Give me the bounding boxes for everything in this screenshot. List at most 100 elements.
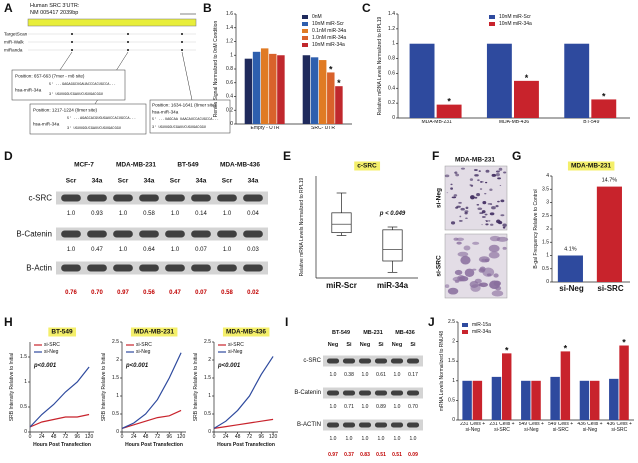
cell [495,170,500,173]
box [331,212,352,234]
significance-mark: * [602,91,606,101]
chart-title: MDA-MB-436 [226,329,266,336]
cell [465,217,468,220]
cell [451,196,457,199]
y-tick-label: 4 [546,173,549,179]
lane-label: Scr [66,178,77,185]
x-tick-label-box: 549 Cells + si-SRC [548,422,574,433]
cell [496,200,500,203]
quantification: 0.70 [408,404,418,410]
blot-strip [323,387,423,399]
y-tick-label: 0.5 [204,411,211,417]
legend-label: miR-34a [472,329,491,335]
cell [481,224,483,226]
y-tick-label: 2 [208,357,211,363]
lane-label: 34a [92,178,103,185]
x-tick-label-box: SRC- UTR [311,126,335,131]
y-tick-label: 0.4 [226,94,233,100]
bar [318,60,327,124]
blot-band [243,230,263,238]
x-axis-label: Hours Post Transfection [217,442,275,448]
site-mirna: hsa-miR-34a [15,88,42,93]
cell [457,275,466,282]
quantification: 1.0 [394,372,401,378]
y-tick-label: 0 [392,115,395,121]
cell [499,184,502,186]
blot-band [342,358,356,364]
blot-band [390,358,404,364]
ratio: 0.09 [408,452,418,458]
blot-band [217,194,237,202]
row-label: B-Actin [26,264,52,273]
blot-band [243,194,263,202]
cell [480,180,483,183]
y-tick-label: 2 [116,357,119,363]
y-tick-label: 1.2 [226,39,233,45]
quantification: 1.0 [330,436,337,442]
cell [502,226,506,229]
y-tick-label: 2.5 [204,339,211,345]
lane-label: Scr [222,178,233,185]
line-series [121,409,182,429]
panel-letter: C [362,1,371,15]
cell [476,192,481,197]
bar [521,380,531,420]
bar [591,99,617,118]
panel-letter: B [203,1,212,15]
ratio: 0.56 [143,290,155,296]
micrograph-label: si-SRC [436,255,443,277]
ratio: 0.76 [65,290,77,296]
legend-label: 10nM miR-Scr [499,14,531,20]
cell [450,183,453,186]
bar [302,55,311,124]
cell [447,287,459,295]
cell [482,201,487,205]
blot-strip [323,355,423,367]
cell [498,167,503,171]
legend-swatch [302,36,308,40]
cell [459,215,462,218]
blot-strip [323,419,423,431]
bar [557,255,583,282]
x-tick-label-box: MDA-MB-436 [498,120,530,125]
x-tick-label: 120 [177,434,186,440]
y-tick-label: 0 [24,429,27,435]
cell [465,206,469,210]
cell [470,284,481,292]
cell [474,278,482,284]
bar [310,57,319,124]
cell [455,206,459,209]
quantification: 0.04 [247,211,259,217]
quantification: 0.03 [247,247,259,253]
line-series [29,413,90,428]
x-tick-label-box: miR-34a [377,281,408,290]
cell [491,290,504,297]
x-tick-label: 24 [223,434,229,440]
bar [462,380,472,420]
blot-band [113,194,133,202]
blot-band [326,422,340,428]
y-tick-label: 1 [452,378,455,384]
x-tick-label-box: MDA-MB-231 [422,120,452,125]
x-tick-label: MDA-MB-436 [498,120,530,125]
y-tick-label: 2 [452,339,455,345]
cell [489,212,495,216]
x-tick-label: 549 Cells + si-SRC [548,422,574,433]
bar [619,345,629,420]
quantification: 1.0 [330,404,337,410]
line-series [29,366,90,428]
blot-band [390,422,404,428]
cell [464,210,469,213]
y-tick-label: 0 [452,417,455,423]
legend-label: 10nM miR-Scr [312,21,344,27]
blot-strip [56,261,268,275]
cell-line-label: MDA-MB-231 [116,162,156,169]
row-label: B-Catenin [16,230,52,239]
quantification: 0.89 [376,404,386,410]
quantification: 1.0 [171,211,180,217]
bar [486,43,512,118]
bar [531,380,541,420]
legend-label: 0nM [312,14,322,20]
tool-label: miRanda [4,48,23,53]
x-tick-label: 24 [131,434,137,440]
